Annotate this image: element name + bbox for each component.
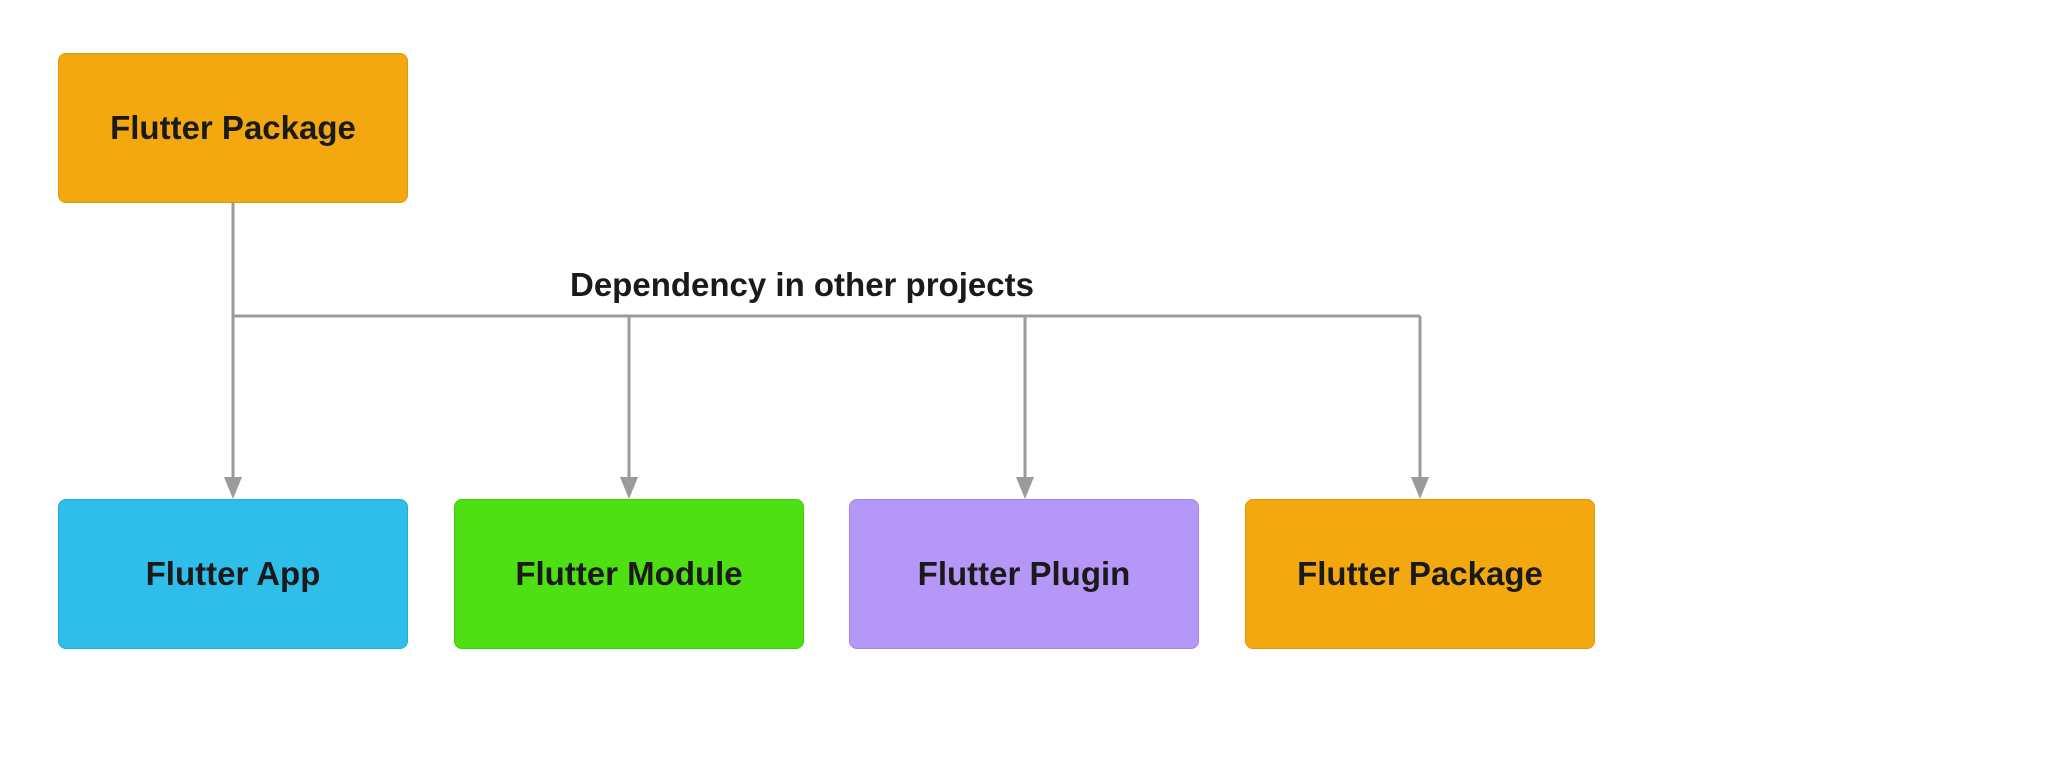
node-label: Flutter App	[146, 555, 321, 593]
node-root: Flutter Package	[58, 53, 408, 203]
node-plugin: Flutter Plugin	[849, 499, 1199, 649]
node-label: Flutter Module	[515, 555, 742, 593]
node-package: Flutter Package	[1245, 499, 1595, 649]
node-label: Flutter Plugin	[918, 555, 1131, 593]
edge-label-dependency: Dependency in other projects	[570, 266, 1034, 304]
node-label: Flutter Package	[1297, 555, 1543, 593]
node-module: Flutter Module	[454, 499, 804, 649]
node-app: Flutter App	[58, 499, 408, 649]
node-label: Flutter Package	[110, 109, 356, 147]
flutter-package-diagram: Flutter Package Flutter App Flutter Module…	[0, 0, 2048, 761]
